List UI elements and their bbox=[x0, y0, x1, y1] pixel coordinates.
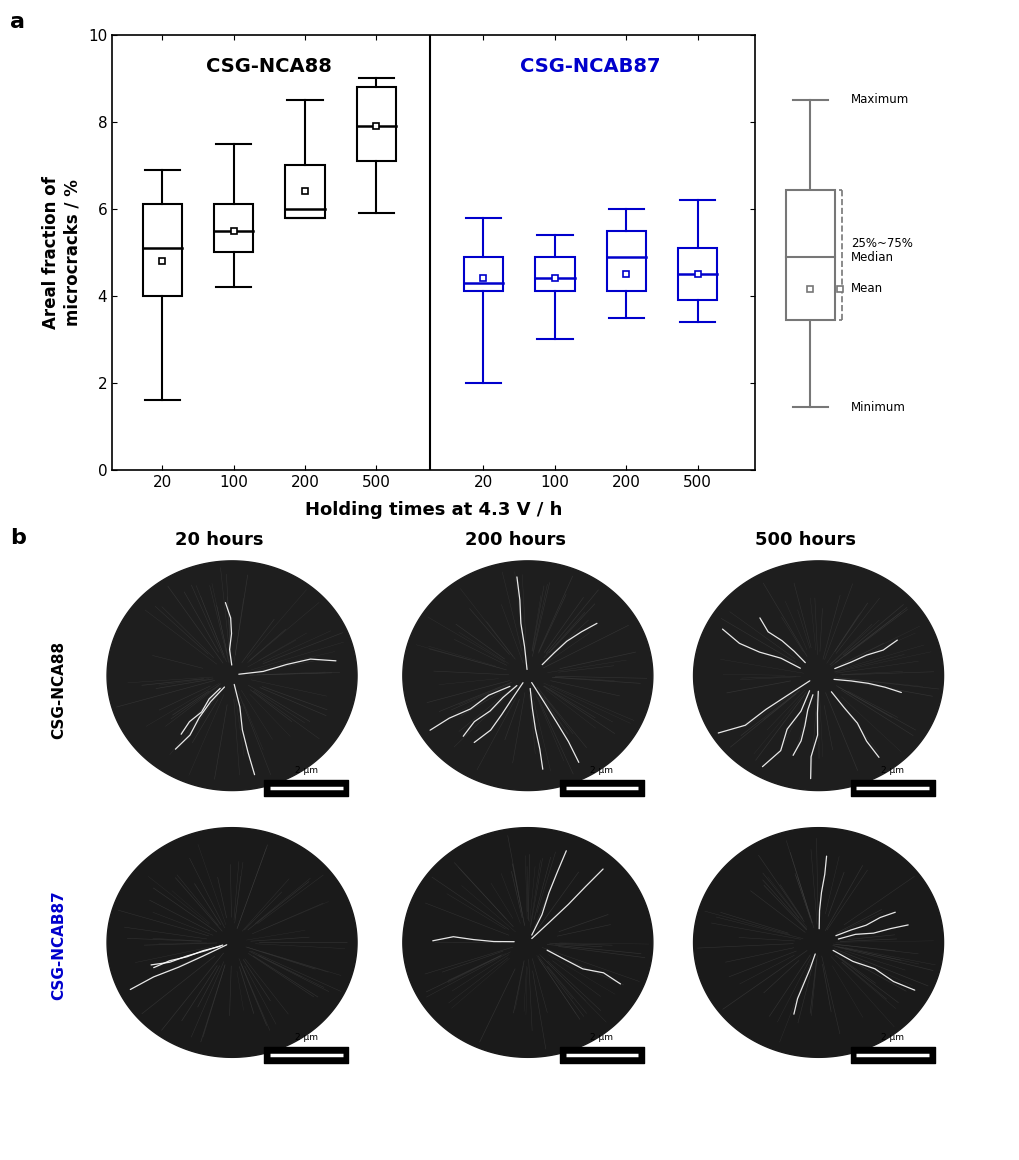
Text: Minimum: Minimum bbox=[850, 400, 905, 414]
Text: CSG-NCAB87: CSG-NCAB87 bbox=[520, 57, 660, 75]
Bar bbox=[678, 248, 716, 300]
Polygon shape bbox=[403, 561, 652, 790]
Text: 500 hours: 500 hours bbox=[754, 531, 856, 550]
Bar bbox=[285, 165, 324, 218]
Text: 25%~75%: 25%~75% bbox=[850, 237, 912, 251]
Text: 2 μm: 2 μm bbox=[880, 766, 903, 775]
Text: 20 hours: 20 hours bbox=[175, 531, 263, 550]
Y-axis label: Areal fraction of
microcracks / %: Areal fraction of microcracks / % bbox=[43, 176, 82, 328]
Text: 2 μm: 2 μm bbox=[880, 1032, 903, 1042]
Bar bbox=[785, 190, 835, 320]
Text: CSG-NCA88: CSG-NCA88 bbox=[206, 57, 332, 75]
Polygon shape bbox=[693, 561, 943, 790]
Polygon shape bbox=[403, 828, 652, 1057]
Text: 2 μm: 2 μm bbox=[590, 1032, 612, 1042]
Polygon shape bbox=[107, 561, 357, 790]
Text: CSG-NCAB87: CSG-NCAB87 bbox=[52, 891, 66, 1000]
Polygon shape bbox=[693, 828, 943, 1057]
Bar bbox=[606, 231, 645, 291]
Text: 2 μm: 2 μm bbox=[294, 766, 317, 775]
Bar bbox=[535, 256, 574, 291]
X-axis label: Holding times at 4.3 V / h: Holding times at 4.3 V / h bbox=[305, 501, 561, 519]
Text: Median: Median bbox=[850, 251, 893, 263]
Text: Mean: Mean bbox=[850, 282, 882, 296]
Text: a: a bbox=[10, 12, 25, 31]
Text: b: b bbox=[10, 528, 26, 548]
Bar bbox=[357, 87, 395, 161]
Text: 200 hours: 200 hours bbox=[464, 531, 566, 550]
Text: CSG-NCA88: CSG-NCA88 bbox=[52, 641, 66, 739]
Bar bbox=[143, 204, 181, 296]
Bar bbox=[214, 204, 253, 253]
Polygon shape bbox=[107, 828, 357, 1057]
Text: 2 μm: 2 μm bbox=[590, 766, 612, 775]
Bar bbox=[464, 256, 502, 291]
Text: Maximum: Maximum bbox=[850, 93, 908, 106]
Text: 2 μm: 2 μm bbox=[294, 1032, 317, 1042]
